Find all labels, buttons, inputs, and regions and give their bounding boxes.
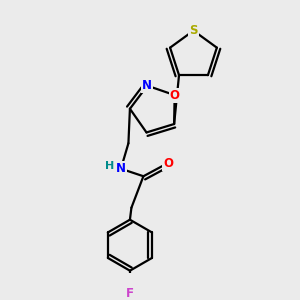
Text: H: H	[105, 161, 114, 171]
Text: N: N	[142, 79, 152, 92]
Text: N: N	[116, 162, 126, 175]
Text: O: O	[163, 157, 173, 170]
Text: S: S	[189, 24, 198, 37]
Text: O: O	[169, 88, 180, 102]
Text: F: F	[126, 287, 134, 300]
